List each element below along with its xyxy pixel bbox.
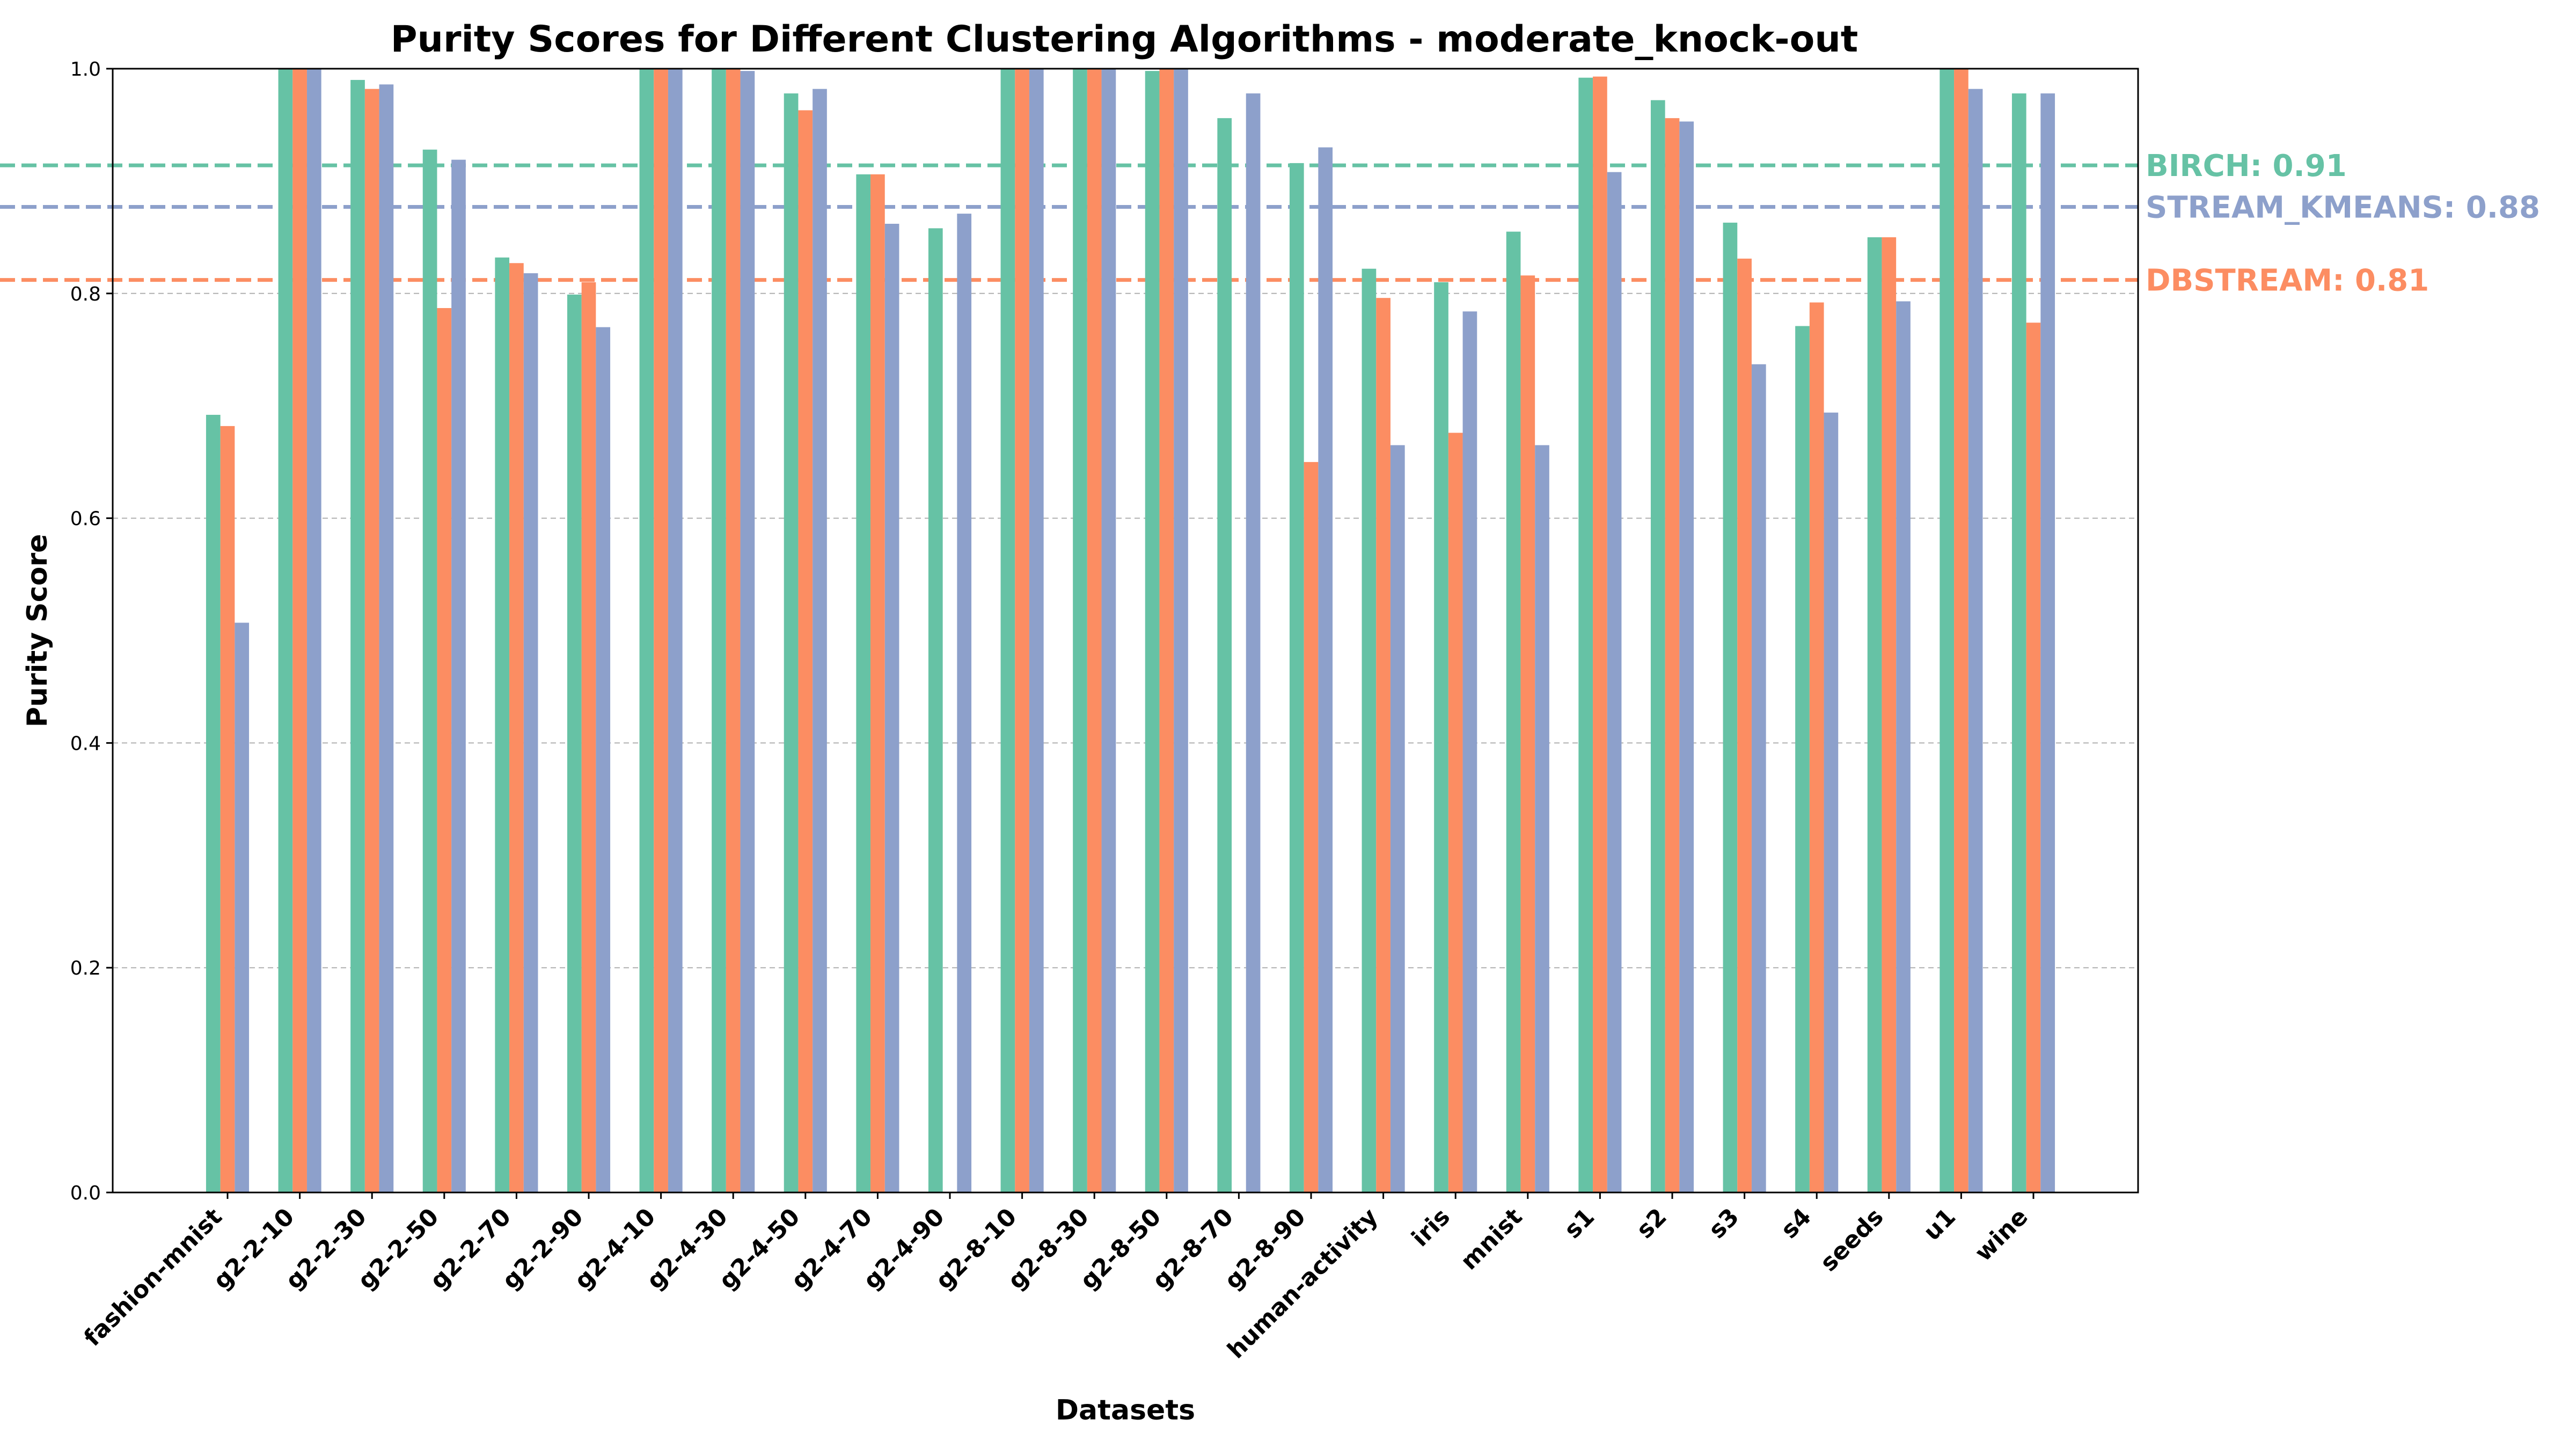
y-tick-label: 0.4 <box>70 733 101 755</box>
bar-dbstream <box>1015 69 1029 1192</box>
y-tick-label: 0.0 <box>70 1182 101 1204</box>
bar-dbstream <box>509 263 524 1193</box>
bar-birch <box>1289 163 1304 1192</box>
bar-stream_kmeans <box>1390 445 1405 1192</box>
bar-birch <box>784 93 799 1192</box>
bar-dbstream <box>364 89 379 1193</box>
bar-birch <box>1578 77 1593 1193</box>
bar-birch <box>1217 118 1232 1193</box>
bar-dbstream <box>1087 69 1102 1192</box>
bar-stream_kmeans <box>1968 89 1983 1193</box>
bar-birch <box>639 69 654 1192</box>
bar-stream_kmeans <box>884 223 899 1193</box>
bar-stream_kmeans <box>1896 301 1911 1192</box>
x-axis-label: Datasets <box>1056 1394 1195 1426</box>
bar-stream_kmeans <box>1101 69 1116 1192</box>
bar-birch <box>1073 69 1087 1192</box>
y-axis-ticks: 0.0 0.2 0.4 0.6 0.8 1.0 <box>70 58 113 1204</box>
bar-birch <box>422 149 437 1192</box>
y-axis-label: Purity Score <box>21 534 54 727</box>
y-tick-label: 0.2 <box>70 957 101 979</box>
bar-stream_kmeans <box>957 214 972 1193</box>
bar-birch <box>1145 71 1160 1193</box>
bar-stream_kmeans <box>2040 93 2055 1192</box>
plot-frame <box>112 68 2139 1194</box>
bar-stream_kmeans <box>379 84 394 1193</box>
bar-stream_kmeans <box>596 327 611 1192</box>
bar-birch <box>856 174 871 1193</box>
bar-stream_kmeans <box>1246 93 1261 1192</box>
average-labels: BIRCH: 0.91 STREAM_KMEANS: 0.88 DBSTREAM: … <box>2146 149 2540 298</box>
bar-dbstream <box>1882 237 1897 1193</box>
bar-birch <box>2011 93 2026 1192</box>
bar-dbstream <box>1954 69 1968 1192</box>
bar-stream_kmeans <box>1029 69 1044 1192</box>
bar-stream_kmeans <box>306 69 321 1192</box>
bar-stream_kmeans <box>1535 445 1549 1192</box>
bar-dbstream <box>1448 433 1463 1192</box>
bar-birch <box>1000 69 1015 1192</box>
bar-birch <box>206 414 221 1192</box>
bar-dbstream <box>220 426 235 1192</box>
bar-stream_kmeans <box>1679 121 1694 1193</box>
bar-stream_kmeans <box>451 159 466 1192</box>
bar-stream_kmeans <box>668 69 683 1192</box>
bar-stream_kmeans <box>1607 172 1622 1193</box>
bar-stream_kmeans <box>740 71 755 1193</box>
bar-birch <box>567 294 582 1192</box>
bar-dbstream <box>870 174 885 1193</box>
average-label: DBSTREAM: 0.81 <box>2146 264 2429 298</box>
bar-birch <box>495 257 510 1192</box>
average-label: BIRCH: 0.91 <box>2146 149 2347 184</box>
bar-birch <box>1434 282 1448 1192</box>
bar-stream_kmeans <box>235 623 250 1192</box>
bar-dbstream <box>1665 118 1680 1193</box>
bar-stream_kmeans <box>1751 364 1766 1193</box>
bar-birch <box>712 69 726 1192</box>
bar-birch <box>1940 69 1955 1192</box>
bar-dbstream <box>1304 462 1319 1192</box>
bar-dbstream <box>1376 298 1391 1192</box>
y-tick-label: 1.0 <box>70 58 101 80</box>
chart-title: Purity Scores for Different Clustering A… <box>391 18 1858 61</box>
bar-dbstream <box>1809 302 1824 1192</box>
bar-dbstream <box>1159 69 1174 1192</box>
bar-stream_kmeans <box>1174 69 1188 1192</box>
bar-dbstream <box>726 69 741 1192</box>
bar-dbstream <box>1737 258 1752 1192</box>
bar-dbstream <box>1520 275 1535 1192</box>
bar-dbstream <box>292 69 307 1192</box>
bar-birch <box>1650 100 1665 1193</box>
bar-birch <box>1723 222 1738 1193</box>
bar-birch <box>1795 326 1810 1192</box>
bar-stream_kmeans <box>813 89 827 1193</box>
bar-birch <box>928 228 943 1192</box>
bar-stream_kmeans <box>1462 311 1477 1193</box>
bar-birch <box>1867 237 1882 1193</box>
bar-dbstream <box>798 110 813 1192</box>
bar-dbstream <box>654 69 668 1192</box>
bar-dbstream <box>2026 323 2041 1192</box>
bar-birch <box>278 69 293 1192</box>
y-tick-label: 0.6 <box>70 508 101 530</box>
bar-stream_kmeans <box>1824 412 1839 1193</box>
bar-stream_kmeans <box>523 273 538 1192</box>
bar-dbstream <box>1593 76 1607 1193</box>
bars <box>206 69 2055 1193</box>
bar-dbstream <box>437 308 452 1192</box>
bar-birch <box>350 79 365 1193</box>
bar-dbstream <box>581 282 596 1192</box>
bar-birch <box>1506 231 1521 1192</box>
bar-stream_kmeans <box>1318 147 1333 1193</box>
average-label: STREAM_KMEANS: 0.88 <box>2146 191 2540 225</box>
y-tick-label: 0.8 <box>70 283 101 305</box>
bar-birch <box>1362 268 1377 1193</box>
